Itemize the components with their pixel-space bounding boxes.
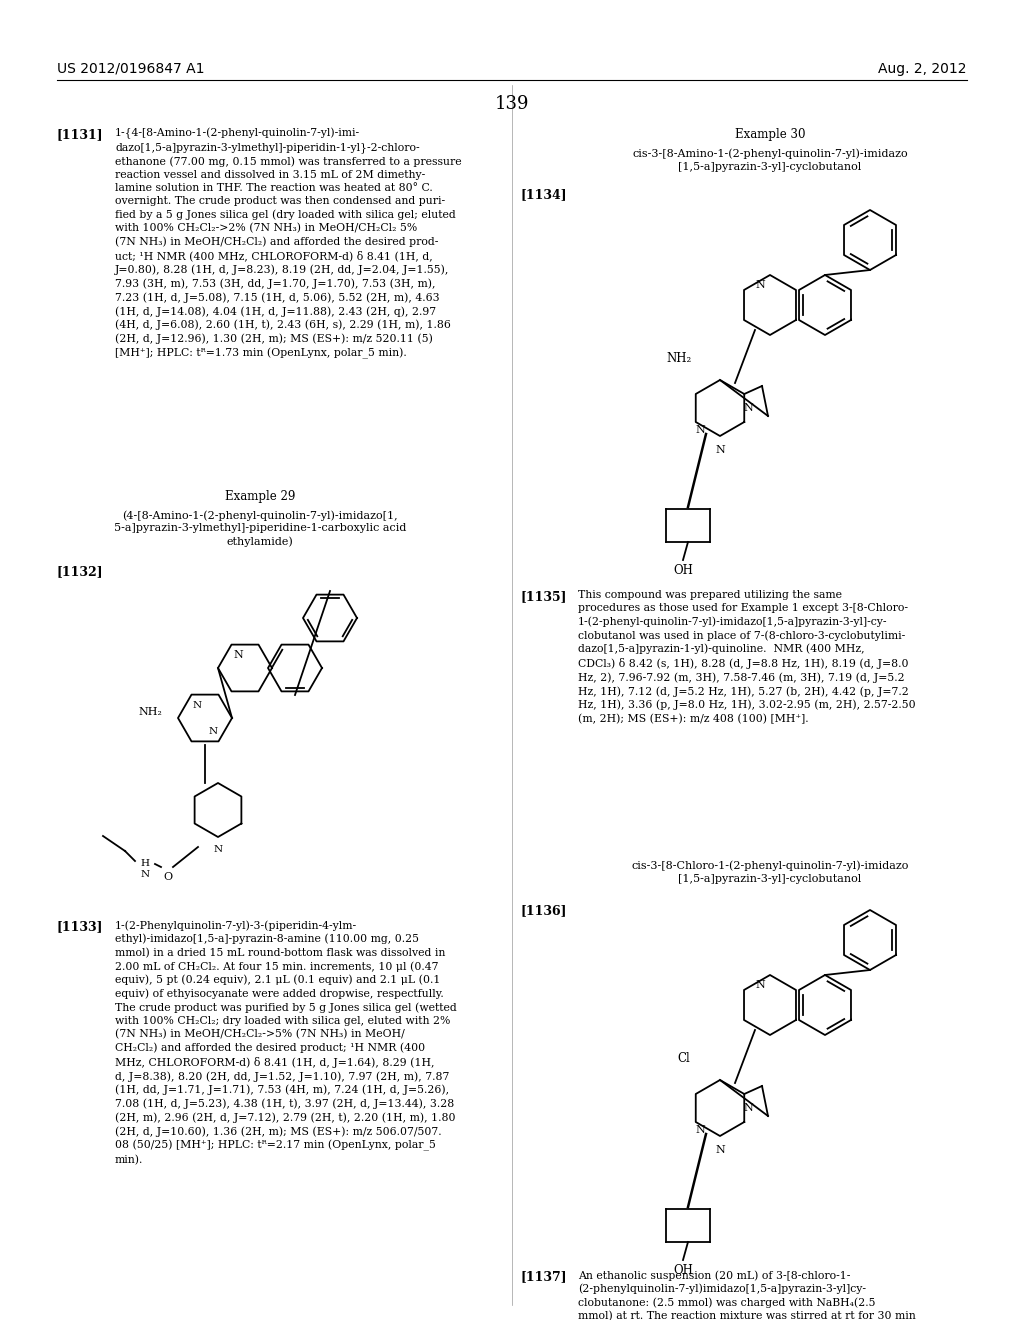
Text: [1136]: [1136] — [520, 904, 566, 917]
Text: Aug. 2, 2012: Aug. 2, 2012 — [879, 62, 967, 77]
Text: N: N — [743, 403, 753, 413]
Text: [1133]: [1133] — [57, 920, 103, 933]
Text: NH₂: NH₂ — [667, 351, 692, 364]
Text: 1-(2-Phenylquinolin-7-yl)-3-(piperidin-4-ylm-
ethyl)-imidazo[1,5-a]-pyrazin-8-am: 1-(2-Phenylquinolin-7-yl)-3-(piperidin-4… — [115, 920, 457, 1166]
Text: [1134]: [1134] — [520, 187, 566, 201]
Text: [1132]: [1132] — [57, 565, 103, 578]
Text: Example 30: Example 30 — [735, 128, 805, 141]
Text: [1137]: [1137] — [520, 1270, 566, 1283]
Text: cis-3-[8-Amino-1-(2-phenyl-quinolin-7-yl)-imidazo
[1,5-a]pyrazin-3-yl]-cyclobuta: cis-3-[8-Amino-1-(2-phenyl-quinolin-7-yl… — [632, 148, 908, 172]
Text: N: N — [695, 425, 705, 436]
Text: (4-[8-Amino-1-(2-phenyl-quinolin-7-yl)-imidazo[1,
5-a]pyrazin-3-ylmethyl]-piperi: (4-[8-Amino-1-(2-phenyl-quinolin-7-yl)-i… — [114, 510, 407, 546]
Text: [1131]: [1131] — [57, 128, 103, 141]
Text: US 2012/0196847 A1: US 2012/0196847 A1 — [57, 62, 205, 77]
Text: 139: 139 — [495, 95, 529, 114]
Text: This compound was prepared utilizing the same
procedures as those used for Examp: This compound was prepared utilizing the… — [578, 590, 915, 723]
Text: O: O — [164, 873, 173, 882]
Text: 1-{4-[8-Amino-1-(2-phenyl-quinolin-7-yl)-imi-
dazo[1,5-a]pyrazin-3-ylmethyl]-pip: 1-{4-[8-Amino-1-(2-phenyl-quinolin-7-yl)… — [115, 128, 462, 359]
Text: Example 29: Example 29 — [225, 490, 295, 503]
Text: N: N — [213, 845, 222, 854]
Text: OH: OH — [673, 564, 693, 577]
Text: N: N — [193, 701, 202, 710]
Text: N: N — [715, 445, 725, 455]
Text: N: N — [695, 1125, 705, 1135]
Text: N: N — [233, 649, 243, 660]
Text: N: N — [209, 726, 217, 735]
Text: [1135]: [1135] — [520, 590, 566, 603]
Text: cis-3-[8-Chloro-1-(2-phenyl-quinolin-7-yl)-imidazo
[1,5-a]pyrazin-3-yl]-cyclobut: cis-3-[8-Chloro-1-(2-phenyl-quinolin-7-y… — [632, 861, 908, 883]
Text: An ethanolic suspension (20 mL) of 3-[8-chloro-1-
(2-phenylquinolin-7-yl)imidazo: An ethanolic suspension (20 mL) of 3-[8-… — [578, 1270, 915, 1320]
Text: H
N: H N — [140, 859, 150, 879]
Text: N: N — [755, 979, 765, 990]
Text: OH: OH — [673, 1265, 693, 1276]
Text: N: N — [755, 280, 765, 290]
Text: N: N — [715, 1144, 725, 1155]
Text: NH₂: NH₂ — [138, 708, 162, 717]
Text: N: N — [743, 1104, 753, 1113]
Text: Cl: Cl — [677, 1052, 690, 1064]
